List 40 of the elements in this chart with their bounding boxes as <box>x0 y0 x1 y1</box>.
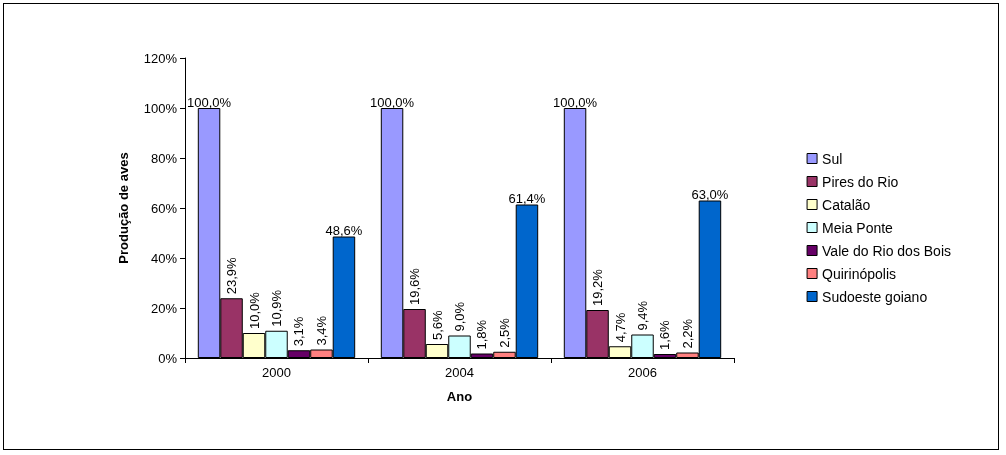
legend-label: Meia Ponte <box>822 219 894 236</box>
data-label: 61,4% <box>508 191 546 206</box>
legend-label: Sudoeste goiano <box>822 288 928 305</box>
y-tick-label: 60% <box>150 200 178 216</box>
x-axis-title: Ano <box>446 389 473 404</box>
legend-label: Catalão <box>822 196 871 213</box>
data-label: 9,4% <box>635 300 650 331</box>
data-label: 23,9% <box>224 256 240 295</box>
data-label: 1,6% <box>657 319 673 350</box>
data-label: 100,0% <box>187 94 232 110</box>
y-tick-label: 20% <box>150 300 178 316</box>
y-tick-label: 120% <box>143 50 178 66</box>
data-label: 2,2% <box>679 318 695 349</box>
y-tick-label: 80% <box>150 150 178 166</box>
data-label: 3,1% <box>291 316 307 347</box>
legend-label: Vale do Rio dos Bois <box>822 242 952 259</box>
legend-label: Sul <box>822 150 843 167</box>
x-tick-label: 2006 <box>628 365 657 380</box>
data-label: 4,7% <box>612 312 628 343</box>
data-label: 1,8% <box>474 319 490 350</box>
y-tick-label: 100% <box>143 100 178 116</box>
data-label: 10,9% <box>269 289 284 327</box>
data-label: 19,6% <box>407 267 423 305</box>
data-label: 100,0% <box>553 94 598 110</box>
data-label: 3,4% <box>313 315 329 346</box>
data-label: 48,6% <box>325 223 363 238</box>
data-label: 10,0% <box>246 291 262 329</box>
legend-label: Pires do Rio <box>822 173 899 190</box>
legend-label: Quirinópolis <box>822 265 897 282</box>
data-label: 2,5% <box>496 317 512 348</box>
x-tick-label: 2004 <box>445 365 474 380</box>
data-label: 9,0% <box>452 301 467 332</box>
y-tick-label: 0% <box>158 350 178 366</box>
data-label: 19,2% <box>590 268 606 306</box>
data-label: 5,6% <box>429 309 445 340</box>
data-label: 63,0% <box>691 187 729 202</box>
y-tick-label: 40% <box>150 250 178 266</box>
data-label: 100,0% <box>370 94 415 110</box>
y-axis-title: Produção de aves <box>116 152 131 264</box>
x-tick-label: 2000 <box>262 365 291 380</box>
